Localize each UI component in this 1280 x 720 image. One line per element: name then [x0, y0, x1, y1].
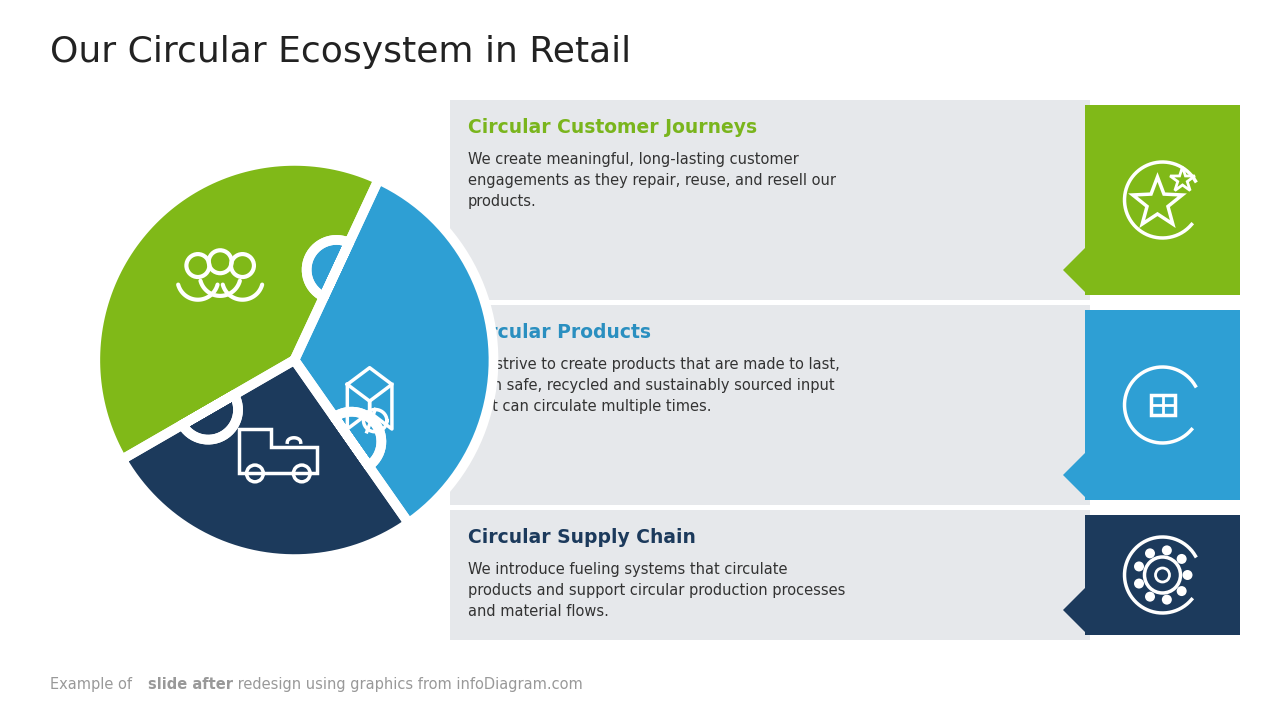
Text: We introduce fueling systems that circulate
products and support circular produc: We introduce fueling systems that circul… [468, 562, 845, 619]
Polygon shape [1062, 453, 1085, 497]
Polygon shape [95, 161, 379, 459]
Text: redesign using graphics from infoDiagram.com: redesign using graphics from infoDiagram… [233, 677, 582, 692]
Circle shape [1176, 586, 1187, 596]
Circle shape [1162, 545, 1172, 555]
Text: Example of: Example of [50, 677, 137, 692]
FancyBboxPatch shape [451, 305, 1091, 505]
FancyBboxPatch shape [1085, 310, 1240, 500]
FancyBboxPatch shape [451, 510, 1091, 640]
Circle shape [1162, 595, 1172, 605]
Circle shape [1134, 562, 1144, 572]
Polygon shape [1062, 588, 1085, 632]
Text: We create meaningful, long-lasting customer
engagements as they repair, reuse, a: We create meaningful, long-lasting custo… [468, 152, 836, 209]
Text: slide after: slide after [148, 677, 233, 692]
Circle shape [1176, 554, 1187, 564]
Circle shape [1134, 579, 1144, 588]
Polygon shape [1062, 248, 1085, 292]
Circle shape [1146, 592, 1155, 602]
Circle shape [1183, 570, 1193, 580]
Polygon shape [294, 179, 494, 523]
Text: Our Circular Ecosystem in Retail: Our Circular Ecosystem in Retail [50, 35, 631, 69]
FancyBboxPatch shape [1085, 515, 1240, 635]
Circle shape [1146, 549, 1155, 558]
Text: Circular Products: Circular Products [468, 323, 652, 342]
Text: Circular Customer Journeys: Circular Customer Journeys [468, 118, 758, 137]
Polygon shape [122, 360, 408, 559]
FancyBboxPatch shape [451, 100, 1091, 300]
Text: We strive to create products that are made to last,
from safe, recycled and sust: We strive to create products that are ma… [468, 357, 840, 414]
FancyBboxPatch shape [1085, 105, 1240, 295]
Text: Circular Supply Chain: Circular Supply Chain [468, 528, 696, 547]
